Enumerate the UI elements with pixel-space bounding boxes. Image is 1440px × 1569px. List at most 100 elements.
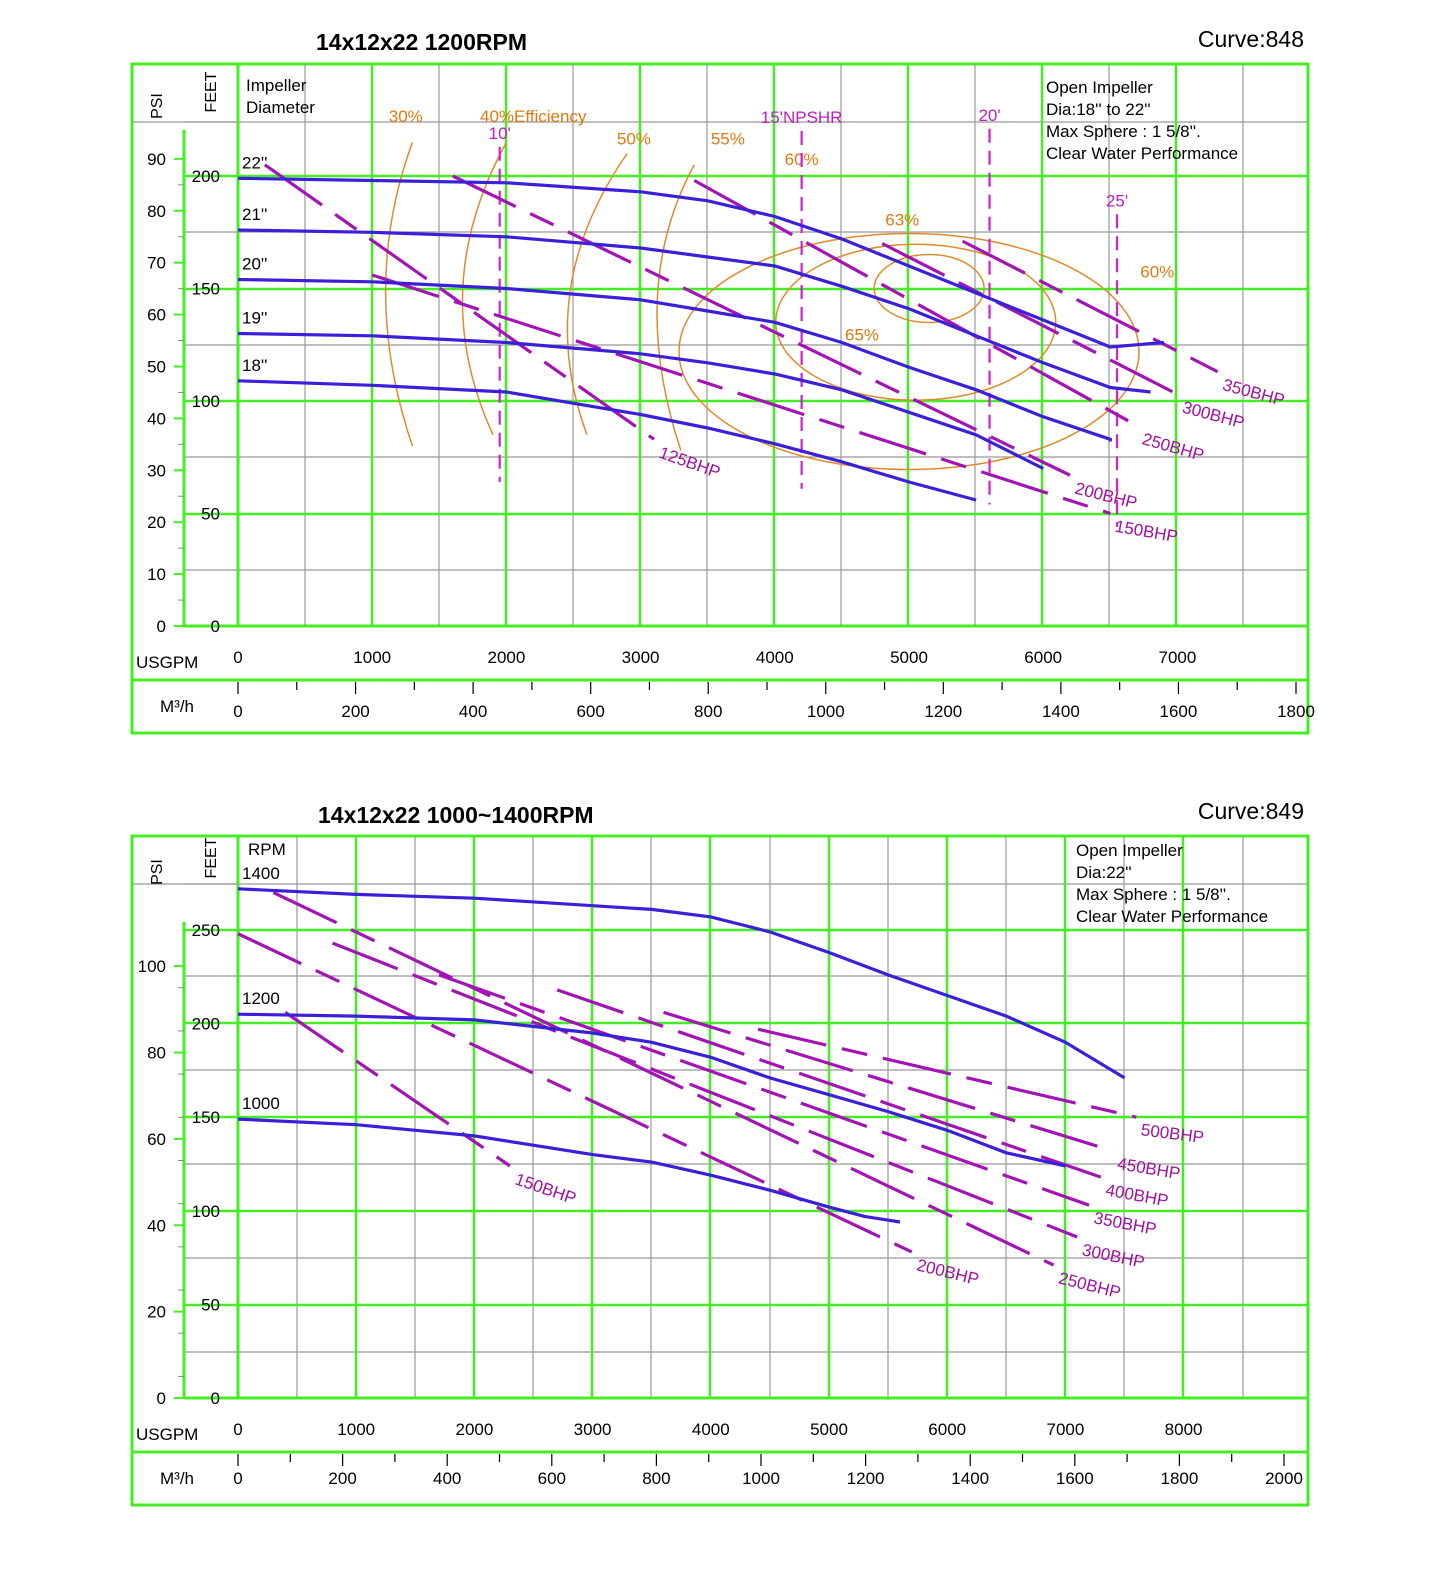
head-curve bbox=[237, 228, 1151, 394]
m3h-tick-label: 1600 bbox=[1056, 1469, 1094, 1488]
feet-axis-label: FEET bbox=[203, 71, 220, 112]
m3h-tick-label: 2000 bbox=[1265, 1469, 1303, 1488]
bhp-line bbox=[331, 941, 1078, 1239]
psi-axis-label: PSI bbox=[149, 859, 166, 885]
bhp-line bbox=[961, 239, 1219, 374]
m3h-axis-label: M³/h bbox=[160, 697, 194, 716]
curve-number: Curve:848 bbox=[1198, 26, 1304, 52]
m3h-tick-label: 1600 bbox=[1160, 702, 1198, 721]
bhp-label: 350BHP bbox=[1221, 375, 1287, 410]
efficiency-label: 30% bbox=[389, 107, 423, 126]
m3h-tick-label: 200 bbox=[328, 1469, 356, 1488]
psi-tick-label: 0 bbox=[157, 1389, 166, 1408]
bhp-label: 250BHP bbox=[1140, 429, 1206, 465]
performance-note: Dia:22'' bbox=[1076, 863, 1132, 882]
usgpm-tick-label: 6000 bbox=[928, 1420, 966, 1439]
feet-tick-label: 250 bbox=[192, 921, 220, 940]
bhp-line bbox=[881, 242, 1179, 396]
psi-tick-label: 70 bbox=[147, 254, 166, 273]
bhp-line bbox=[371, 273, 1111, 516]
legend-title: Impeller bbox=[246, 76, 307, 95]
usgpm-tick-label: 4000 bbox=[692, 1420, 730, 1439]
feet-tick-label: 0 bbox=[211, 617, 220, 636]
feet-tick-label: 200 bbox=[192, 1015, 220, 1034]
performance-note: Dia:18'' to 22'' bbox=[1046, 100, 1151, 119]
series-label: 21'' bbox=[242, 205, 267, 224]
m3h-tick-label: 0 bbox=[233, 702, 242, 721]
chart-frame bbox=[130, 62, 1310, 735]
usgpm-tick-label: 0 bbox=[233, 1420, 242, 1439]
efficiency-label: 63% bbox=[885, 211, 919, 230]
chart-frame bbox=[130, 834, 1310, 1507]
m3h-tick-label: 1400 bbox=[951, 1469, 989, 1488]
m3h-tick-label: 1000 bbox=[742, 1469, 780, 1488]
feet-tick-label: 200 bbox=[192, 167, 220, 186]
efficiency-label: 40%Efficiency bbox=[480, 107, 587, 126]
head-curve bbox=[237, 1012, 1066, 1168]
bhp-label: 350BHP bbox=[1092, 1208, 1158, 1238]
usgpm-tick-label: 4000 bbox=[756, 648, 794, 667]
bhp-line bbox=[272, 891, 1055, 1267]
head-curve bbox=[237, 176, 1165, 349]
m3h-tick-label: 600 bbox=[576, 702, 604, 721]
legend-title: RPM bbox=[248, 840, 286, 859]
m3h-tick-label: 600 bbox=[538, 1469, 566, 1488]
bhp-label: 500BHP bbox=[1140, 1120, 1205, 1147]
usgpm-tick-label: 2000 bbox=[455, 1420, 493, 1439]
bhp-line bbox=[438, 973, 1090, 1207]
series-label: 20'' bbox=[242, 255, 267, 274]
m3h-tick-label: 0 bbox=[233, 1469, 242, 1488]
chart-title: 14x12x22 1000~1400RPM bbox=[318, 802, 594, 828]
efficiency-label: 60% bbox=[1140, 262, 1174, 281]
psi-tick-label: 60 bbox=[147, 1130, 166, 1149]
chart-title: 14x12x22 1200RPM bbox=[316, 29, 527, 55]
curve-number: Curve:849 bbox=[1198, 798, 1304, 824]
feet-tick-label: 50 bbox=[201, 1295, 220, 1314]
npsh-label: 20' bbox=[978, 106, 1000, 125]
psi-tick-label: 30 bbox=[147, 461, 166, 480]
m3h-tick-label: 400 bbox=[459, 702, 487, 721]
series-label: 1000 bbox=[242, 1094, 280, 1113]
usgpm-tick-label: 3000 bbox=[574, 1420, 612, 1439]
m3h-tick-label: 1800 bbox=[1277, 702, 1315, 721]
psi-tick-label: 10 bbox=[147, 565, 166, 584]
m3h-tick-label: 800 bbox=[642, 1469, 670, 1488]
psi-tick-label: 0 bbox=[157, 617, 166, 636]
efficiency-label: 50% bbox=[617, 130, 651, 149]
bhp-line bbox=[237, 932, 913, 1254]
bhp-label: 400BHP bbox=[1104, 1180, 1170, 1210]
psi-tick-label: 80 bbox=[147, 1044, 166, 1063]
legend-title: Diameter bbox=[246, 98, 315, 117]
head-curve bbox=[237, 277, 1112, 442]
feet-tick-label: 0 bbox=[211, 1389, 220, 1408]
performance-note: Max Sphere : 1 5/8''. bbox=[1046, 122, 1201, 141]
m3h-tick-label: 1200 bbox=[924, 702, 962, 721]
bhp-line bbox=[663, 1010, 1114, 1153]
head-curve bbox=[237, 1117, 901, 1224]
efficiency-label: 65% bbox=[845, 325, 879, 344]
efficiency-contour bbox=[678, 232, 1140, 471]
psi-tick-label: 40 bbox=[147, 1216, 166, 1235]
psi-tick-label: 20 bbox=[147, 513, 166, 532]
series-label: 1400 bbox=[242, 864, 280, 883]
bhp-line bbox=[757, 1027, 1137, 1119]
usgpm-axis-label: USGPM bbox=[136, 653, 198, 672]
bhp-label: 300BHP bbox=[1180, 398, 1246, 433]
bhp-line bbox=[452, 174, 1071, 477]
bhp-label: 150BHP bbox=[1114, 517, 1180, 547]
psi-axis-label: PSI bbox=[149, 93, 166, 119]
usgpm-tick-label: 2000 bbox=[487, 648, 525, 667]
usgpm-tick-label: 5000 bbox=[810, 1420, 848, 1439]
m3h-tick-label: 1400 bbox=[1042, 702, 1080, 721]
series-label: 19'' bbox=[242, 309, 267, 328]
usgpm-tick-label: 3000 bbox=[622, 648, 660, 667]
chart-curve-849: 14x12x22 1000~1400RPM Curve:849 PSI FEET 0 50… bbox=[130, 798, 1310, 1507]
m3h-tick-label: 1800 bbox=[1160, 1469, 1198, 1488]
usgpm-tick-label: 8000 bbox=[1165, 1420, 1203, 1439]
usgpm-tick-label: 7000 bbox=[1046, 1420, 1084, 1439]
bhp-line bbox=[693, 179, 1138, 428]
bhp-label: 150BHP bbox=[513, 1170, 579, 1208]
performance-note: Max Sphere : 1 5/8''. bbox=[1076, 885, 1231, 904]
